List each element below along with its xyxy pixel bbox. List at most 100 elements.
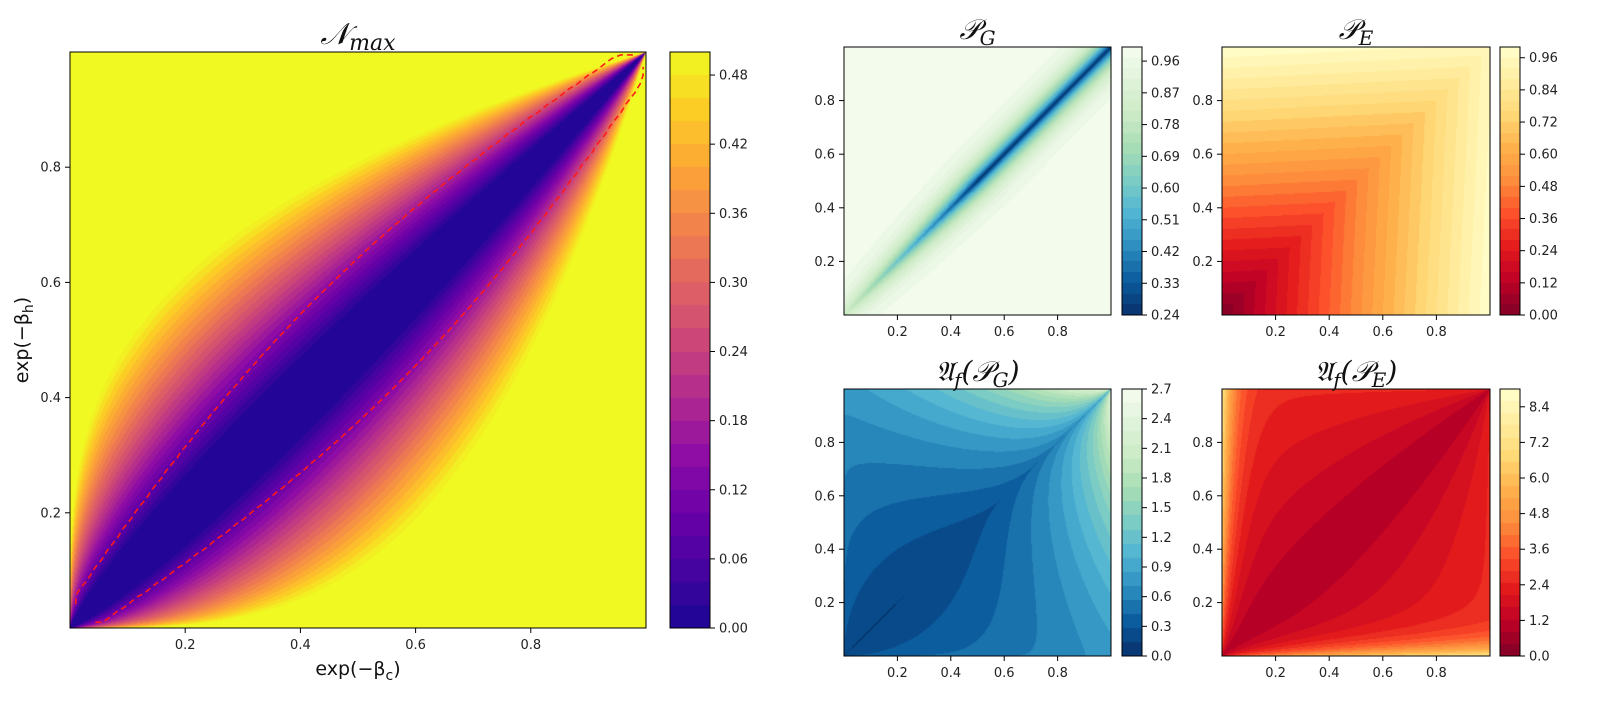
pe-y-tick-label: 0.6 [1192, 148, 1213, 163]
nmax-colorbar-frame [669, 51, 711, 629]
nmax-title-sub: max [349, 31, 396, 56]
nmax-y-tick-label: 0.6 [40, 276, 61, 291]
afpg-y-tick-label: 0.2 [814, 596, 835, 611]
nmax-x-tick-label: 0.4 [290, 638, 311, 653]
afpg-colorbar-tick-label: 1.8 [1151, 472, 1172, 487]
nmax-colorbar-tick-label: 0.00 [719, 622, 748, 637]
pg-axes-frame [843, 46, 1112, 316]
nmax-colorbar-tick-label: 0.36 [719, 207, 748, 222]
afpe-y-tick-label: 0.6 [1192, 489, 1213, 504]
nmax-y-tick-label: 0.8 [40, 161, 61, 176]
nmax-contour-fill [70, 52, 646, 628]
pe-colorbar-tick-label: 0.96 [1529, 51, 1558, 66]
pg-colorbar-tick-label: 0.51 [1151, 213, 1180, 228]
pe-title-sub: E [1358, 26, 1374, 50]
afpe-panel: 0.2 0.4 0.6 0.8 0.2 0.4 0.6 0.8 𝔄f(𝒫E) 0.0 1.2 2.4 3… [1192, 355, 1549, 681]
pe-colorbar-tick-label: 0.84 [1529, 83, 1558, 98]
afpe-title-end: ) [1385, 355, 1397, 388]
nmax-colorbar-tick-label: 0.06 [719, 552, 748, 567]
pg-y-tick-label: 0.8 [814, 94, 835, 109]
pg-colorbar-tick-label: 0.42 [1151, 245, 1180, 260]
nmax-title: 𝒩max [320, 17, 396, 56]
afpe-title-main: 𝔄 [1315, 355, 1338, 388]
afpg-x-tick-label: 0.8 [1047, 666, 1068, 681]
nmax-colorbar-tick-label: 0.42 [719, 138, 748, 153]
afpe-colorbar-tick-label: 6.0 [1529, 472, 1550, 487]
afpg-colorbar-tick-label: 2.7 [1151, 383, 1172, 398]
afpg-x-tick-label: 0.4 [940, 666, 961, 681]
pg-colorbar-tick-label: 0.33 [1151, 277, 1180, 292]
nmax-x-tick-label: 0.8 [520, 638, 541, 653]
pe-y-tick-label: 0.2 [1192, 255, 1213, 270]
afpe-colorbar-frame [1499, 388, 1521, 657]
pe-colorbar-tick-label: 0.36 [1529, 212, 1558, 227]
nmax-colorbar-tick-label: 0.12 [719, 483, 748, 498]
pe-title: 𝒫E [1339, 13, 1374, 50]
nmax-axes-frame [69, 51, 647, 629]
afpg-panel: 0.2 0.4 0.6 0.8 0.2 0.4 0.6 0.8 𝔄f(𝒫G) 0.0 0.3 0.6 0… [814, 355, 1171, 681]
afpg-axes-frame [843, 388, 1112, 657]
pg-y-tick-label: 0.4 [814, 201, 835, 216]
afpe-x-tick-label: 0.6 [1372, 666, 1393, 681]
pe-x-tick-label: 0.2 [1265, 325, 1286, 340]
afpe-x-tick-label: 0.8 [1426, 666, 1447, 681]
afpg-colorbar-frame [1121, 388, 1143, 657]
afpg-colorbar-tick-label: 2.4 [1151, 412, 1172, 427]
pg-title: 𝒫G [959, 13, 995, 50]
afpg-colorbar-tick-label: 0.3 [1151, 620, 1172, 635]
afpg-colorbar-tick-label: 0.0 [1151, 650, 1172, 665]
afpg-colorbar-tick-label: 1.5 [1151, 501, 1172, 516]
pg-colorbar-tick-label: 0.96 [1151, 55, 1180, 70]
afpg-colorbar-tick-label: 1.2 [1151, 531, 1172, 546]
pg-x-tick-label: 0.8 [1047, 325, 1068, 340]
pe-x-tick-label: 0.4 [1319, 325, 1340, 340]
pe-colorbar-tick-label: 0.72 [1529, 116, 1558, 131]
pg-title-sub: G [980, 26, 996, 50]
afpe-title: 𝔄f(𝒫E) [1315, 355, 1398, 392]
afpg-title-end: ) [1008, 355, 1020, 388]
afpe-colorbar-tick-label: 8.4 [1529, 400, 1550, 415]
afpe-axes-frame [1221, 388, 1491, 657]
pg-y-tick-label: 0.6 [814, 148, 835, 163]
pg-panel: 0.2 0.4 0.6 0.8 0.2 0.4 0.6 0.8 𝒫G 0.24 0.33 0.42 0.… [814, 13, 1180, 340]
afpg-y-tick-label: 0.8 [814, 436, 835, 451]
pg-colorbar-tick-label: 0.87 [1151, 86, 1180, 101]
pg-colorbar-tick-label: 0.24 [1151, 309, 1180, 324]
nmax-colorbar [670, 52, 710, 628]
nmax-colorbar-tick-label: 0.24 [719, 345, 748, 360]
pg-colorbar-tick-label: 0.60 [1151, 182, 1180, 197]
afpe-y-tick-label: 0.2 [1192, 596, 1213, 611]
afpe-colorbar-tick-label: 4.8 [1529, 507, 1550, 522]
pe-y-tick-label: 0.4 [1192, 201, 1213, 216]
afpg-colorbar-tick-label: 0.9 [1151, 561, 1172, 576]
pe-panel: 0.2 0.4 0.6 0.8 0.2 0.4 0.6 0.8 𝒫E 0.00 0.12 0.24 0.… [1192, 13, 1558, 340]
pg-x-tick-label: 0.4 [940, 325, 961, 340]
afpg-title-main: 𝔄 [935, 355, 958, 388]
afpg-contour-fill [844, 389, 1111, 656]
pe-colorbar-tick-label: 0.00 [1529, 309, 1558, 324]
afpe-x-tick-label: 0.4 [1319, 666, 1340, 681]
afpg-y-tick-label: 0.6 [814, 489, 835, 504]
pe-colorbar-tick-label: 0.48 [1529, 180, 1558, 195]
afpe-colorbar-tick-label: 3.6 [1529, 543, 1550, 558]
nmax-panel: 0.2 0.4 0.6 0.8 0.2 0.4 0.6 0.8 𝒩max exp(−βc) exp(… [11, 17, 748, 684]
pg-x-tick-label: 0.2 [887, 325, 908, 340]
afpg-x-tick-label: 0.2 [887, 666, 908, 681]
afpg-colorbar-tick-label: 2.1 [1151, 442, 1172, 457]
pe-contour-fill [1222, 47, 1490, 315]
pe-x-tick-label: 0.8 [1426, 325, 1447, 340]
nmax-x-tick-label: 0.2 [175, 638, 196, 653]
nmax-y-axis-label: exp(−βh) [11, 297, 37, 383]
pe-x-tick-label: 0.6 [1372, 325, 1393, 340]
nmax-boundary-contour-1 [75, 54, 633, 605]
afpg-x-tick-label: 0.6 [994, 666, 1015, 681]
afpg-title: 𝔄f(𝒫G) [935, 355, 1019, 392]
afpe-colorbar-tick-label: 0.0 [1529, 650, 1550, 665]
pg-contour-fill [844, 47, 1111, 315]
pg-colorbar-tick-label: 0.69 [1151, 150, 1180, 165]
pg-colorbar-tick-label: 0.78 [1151, 118, 1180, 133]
pg-x-tick-label: 0.6 [994, 325, 1015, 340]
pe-y-tick-label: 0.8 [1192, 94, 1213, 109]
afpe-y-tick-label: 0.8 [1192, 436, 1213, 451]
pg-colorbar [1122, 47, 1142, 315]
